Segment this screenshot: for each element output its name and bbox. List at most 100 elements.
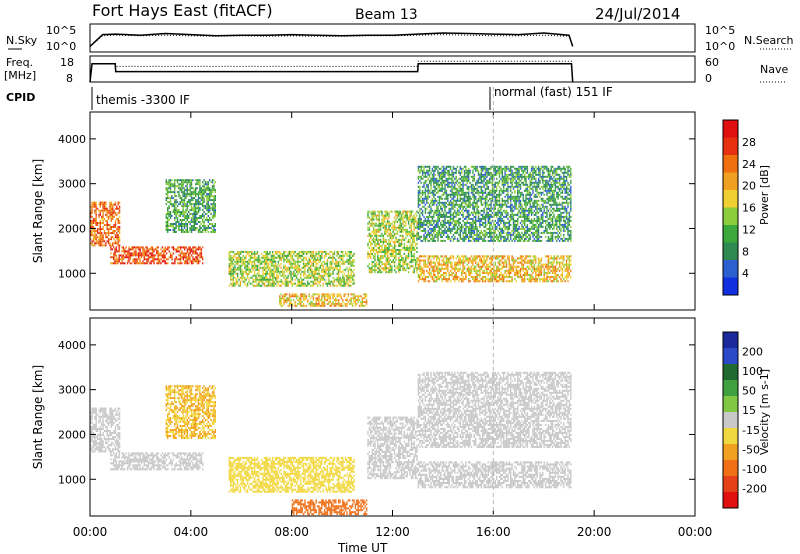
heatmap-cell [232,268,235,271]
heatmap-cell [154,254,157,257]
heatmap-cell [532,267,534,270]
heatmap-cell [128,256,130,259]
heatmap-cell [482,269,484,272]
heatmap-cell [110,201,112,204]
heatmap-cell [307,299,309,302]
heatmap-cell [454,181,456,184]
heatmap-cell [438,183,441,186]
heatmap-cell [258,270,260,273]
heatmap-cell [318,268,320,271]
heatmap-cell [564,280,566,283]
heatmap-cell [91,205,93,208]
heatmap-cell [277,270,280,273]
heatmap-cell [456,276,459,279]
heatmap-cell [454,231,456,234]
heatmap-cell [368,226,371,229]
heatmap-cell [435,257,438,260]
heatmap-cell [515,265,517,268]
heatmap-cell [428,167,431,170]
heatmap-cell [427,195,429,198]
heatmap-cell [386,228,389,231]
heatmap-cell [431,217,434,220]
heatmap-cell [430,271,432,274]
heatmap-cell [482,263,484,266]
heatmap-cell [214,199,216,202]
heatmap-cell [183,187,186,190]
heatmap-cell [118,244,121,247]
heatmap-cell [175,256,177,259]
heatmap-cell [434,227,436,230]
heatmap-cell [445,225,448,228]
heatmap-cell [423,237,425,240]
heatmap-cell [272,264,274,267]
heatmap-cell [158,260,161,263]
heatmap-cell [508,265,510,268]
heatmap-cell [364,297,366,300]
heatmap-cell [344,304,347,307]
heatmap-cell [181,223,183,225]
heatmap-cell [94,209,96,212]
heatmap-cell [300,297,302,300]
heatmap-cell [427,257,429,260]
heatmap-cell [420,265,422,268]
heatmap-cell [423,197,425,200]
heatmap-cell [533,263,536,266]
heatmap-cell [426,171,428,174]
heatmap-cell [365,299,368,302]
heatmap-cell [232,270,235,273]
heatmap-cell [174,217,176,219]
heatmap-cell [452,179,455,182]
heatmap-cell [553,280,555,283]
heatmap-cell [451,207,453,210]
heatmap-cell [440,207,442,210]
heatmap-cell [427,169,429,172]
heatmap-cell [185,195,187,198]
heatmap-cell [565,274,568,277]
heatmap-cell [183,179,186,182]
heatmap-cell [389,244,392,247]
heatmap-cell [442,278,445,281]
heatmap-cell [182,207,184,210]
heatmap-cell [441,231,443,234]
heatmap-cell [428,280,431,283]
heatmap-cell [521,255,523,258]
heatmap-cell [244,276,246,279]
heatmap-cell [311,254,313,257]
heatmap-cell [325,299,327,302]
heatmap-cell [300,276,302,279]
heatmap-cell [427,239,429,242]
heatmap-cell [192,258,194,261]
heatmap-cell [301,250,303,253]
heatmap-cell [423,181,425,184]
heatmap-cell [174,213,176,215]
heatmap-cell [183,213,186,215]
heatmap-cell [294,301,296,303]
heatmap-cell [440,175,442,178]
heatmap-cell [427,185,429,188]
heatmap-cell [349,299,351,302]
heatmap-cell [114,230,117,233]
heatmap-cell [258,278,260,281]
heatmap-cell [336,278,338,281]
heatmap-cell [412,244,414,247]
heatmap-cell [174,231,176,233]
heatmap-cell [239,252,242,255]
heatmap-cell [251,252,253,255]
heatmap-cell [452,225,455,228]
heatmap-cell [337,256,340,259]
heatmap-cell [342,280,344,283]
heatmap-cell [272,254,274,257]
heatmap-cell [307,276,309,279]
heatmap-cell [283,299,285,302]
heatmap-cell [431,269,434,272]
heatmap-cell [109,228,111,231]
heatmap-cell [124,252,126,255]
heatmap-cell [265,252,267,255]
heatmap-cell [477,280,480,283]
heatmap-cell [260,260,263,263]
heatmap-cell [90,209,92,212]
heatmap-cell [496,257,498,260]
heatmap-cell [116,205,118,208]
heatmap-cell [176,209,179,212]
heatmap-cell [197,181,200,184]
